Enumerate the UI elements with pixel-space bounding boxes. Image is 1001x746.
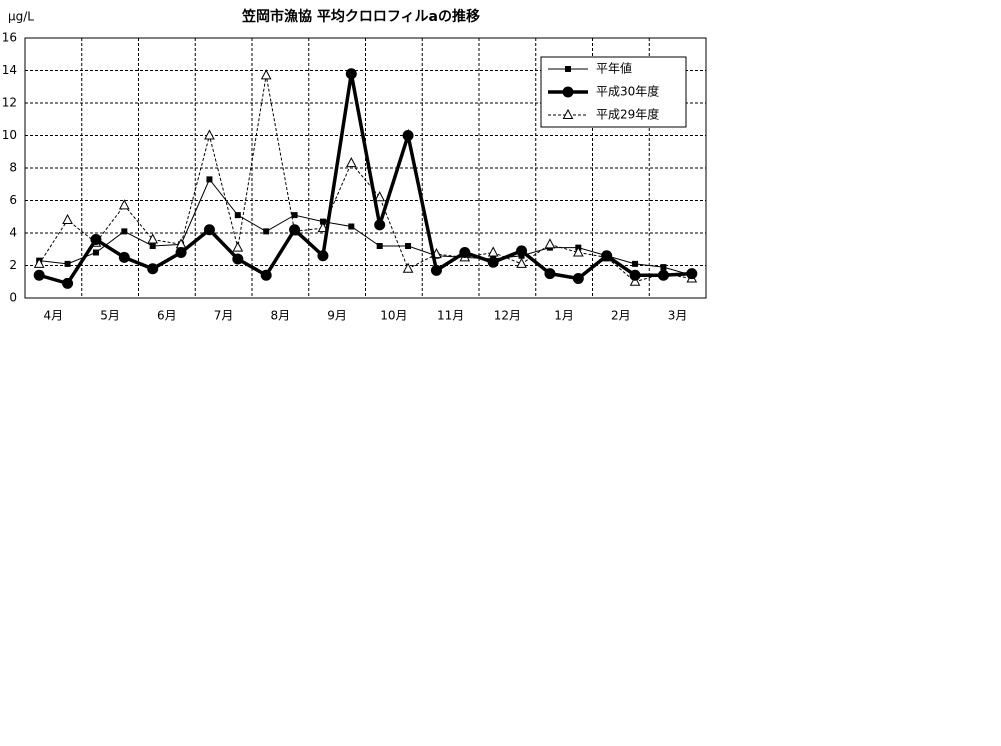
x-tick-label: 5月 [100, 309, 120, 323]
marker [374, 191, 386, 202]
plot-frame [24, 37, 707, 299]
marker [291, 212, 298, 219]
y-tick-label: 10 [2, 128, 17, 142]
y-axis-label: μg/L [8, 10, 34, 24]
marker [260, 269, 272, 281]
y-tick-label: 16 [2, 31, 17, 45]
y-tick-label: 4 [9, 226, 17, 240]
marker [657, 269, 669, 281]
series-line [39, 178, 692, 276]
y-tick-label: 6 [9, 193, 17, 207]
marker [572, 273, 584, 284]
marker [487, 246, 499, 257]
marker [149, 243, 156, 249]
marker [430, 264, 442, 276]
marker [92, 249, 99, 256]
marker [289, 224, 301, 236]
marker [402, 130, 414, 141]
marker [147, 263, 159, 275]
marker [204, 129, 215, 140]
marker [175, 247, 187, 258]
marker [405, 243, 412, 249]
x-tick-label: 9月 [327, 309, 347, 323]
x-tick-label: 3月 [668, 309, 688, 323]
marker [374, 219, 386, 231]
marker [317, 222, 329, 233]
marker [660, 264, 667, 271]
x-tick-label: 1月 [554, 309, 574, 323]
marker [487, 256, 499, 268]
marker [118, 199, 130, 210]
marker [348, 223, 355, 230]
y-tick-label: 0 [9, 291, 17, 305]
legend-label: 平成30年度 [596, 84, 659, 99]
marker [562, 108, 574, 119]
chart-title: 笠岡市漁協 平均クロロフィルaの推移 [241, 8, 480, 25]
marker [147, 233, 159, 244]
marker [516, 257, 527, 268]
y-tick-label: 2 [9, 258, 17, 272]
y-tick-label: 8 [9, 161, 17, 175]
marker [64, 260, 71, 267]
marker [632, 260, 639, 267]
x-tick-label: 8月 [271, 309, 291, 323]
marker [206, 176, 213, 183]
marker [516, 245, 528, 257]
y-tick-label: 14 [2, 63, 17, 77]
series-line [38, 75, 692, 283]
marker [544, 238, 556, 249]
marker [234, 212, 241, 219]
x-tick-label: 12月 [494, 309, 521, 323]
x-tick-label: 11月 [437, 309, 464, 323]
marker [402, 262, 414, 273]
x-tick-label: 4月 [44, 309, 64, 323]
marker [260, 69, 272, 80]
marker [686, 268, 698, 280]
x-tick-label: 2月 [611, 309, 631, 323]
marker [572, 246, 584, 257]
marker [62, 277, 74, 289]
marker [565, 66, 571, 72]
marker [317, 250, 329, 262]
x-tick-label: 7月 [214, 309, 234, 323]
marker [345, 157, 357, 168]
marker [121, 228, 128, 235]
marker [629, 269, 641, 281]
marker [345, 68, 357, 80]
marker [118, 251, 130, 263]
marker [90, 234, 102, 245]
x-tick-label: 10月 [380, 309, 407, 323]
x-tick-label: 6月 [157, 309, 177, 323]
marker [33, 257, 45, 268]
legend-label: 平成29年度 [596, 107, 659, 122]
marker [62, 213, 73, 224]
marker [562, 86, 574, 98]
marker [33, 269, 45, 281]
marker [544, 268, 556, 280]
marker [263, 228, 270, 235]
marker [203, 224, 215, 236]
legend-label: 平年値 [596, 61, 632, 76]
marker [232, 253, 244, 265]
marker [629, 275, 641, 286]
marker [459, 247, 471, 258]
marker [232, 241, 244, 252]
marker [601, 250, 613, 262]
marker [319, 218, 326, 225]
y-tick-label: 12 [2, 96, 17, 110]
marker [376, 243, 383, 249]
